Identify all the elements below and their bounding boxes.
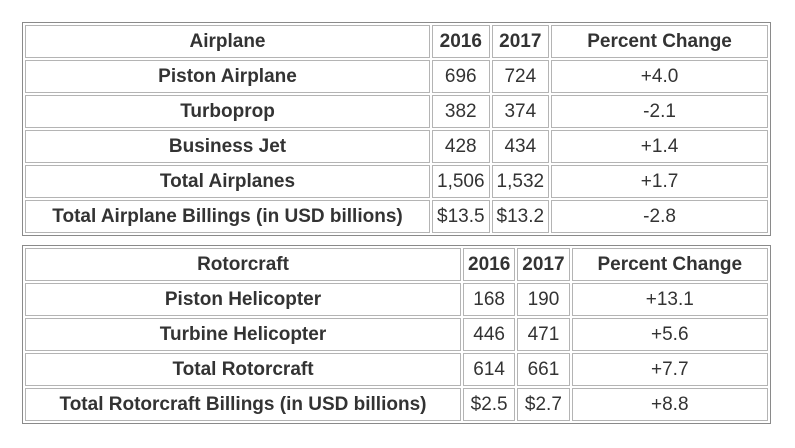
row-label: Total Airplanes (25, 165, 430, 198)
row-label: Piston Airplane (25, 60, 430, 93)
value-2017: $2.7 (517, 388, 570, 421)
table-row: Total Rotorcraft Billings (in USD billio… (25, 388, 768, 421)
row-label: Total Airplane Billings (in USD billions… (25, 200, 430, 233)
airplane-header-2017: 2017 (491, 25, 550, 58)
value-2017: 434 (491, 130, 550, 163)
percent-change: +4.0 (551, 60, 768, 93)
value-2016: 428 (432, 130, 490, 163)
row-label: Turboprop (25, 95, 430, 128)
airplane-header-2016: 2016 (432, 25, 490, 58)
rotorcraft-header-2016: 2016 (463, 248, 516, 281)
value-2016: 614 (463, 353, 516, 386)
table-row: Total Rotorcraft 614 661 +7.7 (25, 353, 768, 386)
row-label: Business Jet (25, 130, 430, 163)
table-row: Turbine Helicopter 446 471 +5.6 (25, 318, 768, 351)
row-label: Total Rotorcraft Billings (in USD billio… (25, 388, 461, 421)
table-row: Total Airplane Billings (in USD billions… (25, 200, 768, 233)
value-2016: 1,506 (432, 165, 490, 198)
percent-change: +13.1 (571, 283, 768, 316)
value-2017: 661 (517, 353, 570, 386)
airplane-header-percent-change: Percent Change (551, 25, 768, 58)
table-row: Piston Helicopter 168 190 +13.1 (25, 283, 768, 316)
table-row: Business Jet 428 434 +1.4 (25, 130, 768, 163)
percent-change: +7.7 (571, 353, 768, 386)
percent-change: +1.4 (551, 130, 768, 163)
value-2017: 1,532 (491, 165, 550, 198)
table-row: Turboprop 382 374 -2.1 (25, 95, 768, 128)
value-2017: $13.2 (491, 200, 550, 233)
percent-change: +8.8 (571, 388, 768, 421)
rotorcraft-header-row: Rotorcraft 2016 2017 Percent Change (25, 248, 768, 281)
value-2017: 190 (517, 283, 570, 316)
percent-change: -2.1 (551, 95, 768, 128)
value-2016: 446 (463, 318, 516, 351)
table-row: Total Airplanes 1,506 1,532 +1.7 (25, 165, 768, 198)
value-2016: 168 (463, 283, 516, 316)
value-2017: 724 (491, 60, 550, 93)
row-label: Turbine Helicopter (25, 318, 461, 351)
rotorcraft-table: Rotorcraft 2016 2017 Percent Change Pist… (22, 245, 771, 424)
row-label: Piston Helicopter (25, 283, 461, 316)
rotorcraft-header-2017: 2017 (517, 248, 570, 281)
airplane-header-row: Airplane 2016 2017 Percent Change (25, 25, 768, 58)
percent-change: +5.6 (571, 318, 768, 351)
airplane-table: Airplane 2016 2017 Percent Change Piston… (22, 22, 771, 236)
value-2017: 374 (491, 95, 550, 128)
value-2016: 382 (432, 95, 490, 128)
airplane-header-label: Airplane (25, 25, 430, 58)
value-2016: 696 (432, 60, 490, 93)
rotorcraft-header-percent-change: Percent Change (571, 248, 768, 281)
percent-change: +1.7 (551, 165, 768, 198)
value-2017: 471 (517, 318, 570, 351)
value-2016: $13.5 (432, 200, 490, 233)
row-label: Total Rotorcraft (25, 353, 461, 386)
table-row: Piston Airplane 696 724 +4.0 (25, 60, 768, 93)
value-2016: $2.5 (463, 388, 516, 421)
percent-change: -2.8 (551, 200, 768, 233)
rotorcraft-header-label: Rotorcraft (25, 248, 461, 281)
